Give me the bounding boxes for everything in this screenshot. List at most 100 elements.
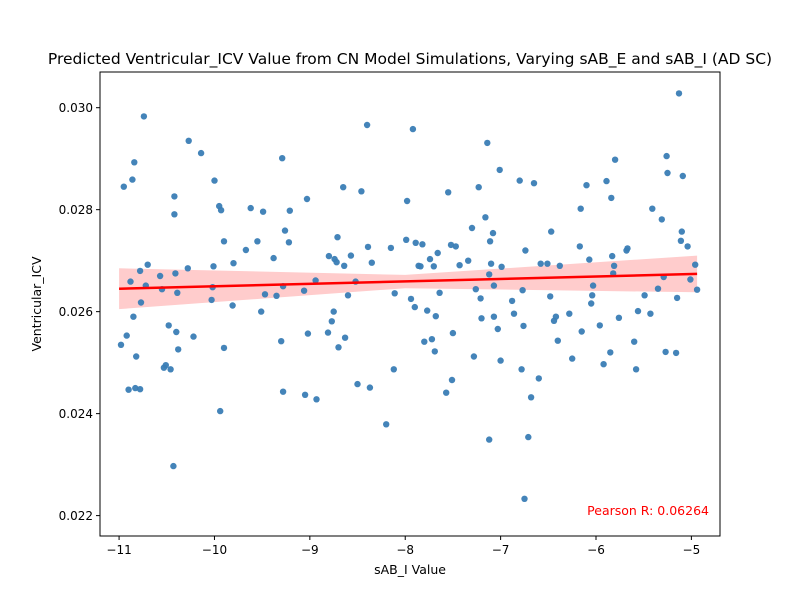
data-point (125, 386, 132, 393)
data-point (552, 313, 560, 320)
data-point (273, 292, 280, 299)
data-point (663, 152, 670, 160)
data-point (578, 328, 585, 335)
data-point (658, 216, 665, 223)
data-point (210, 263, 217, 270)
data-point (387, 244, 395, 252)
data-point (607, 349, 614, 356)
data-point (129, 176, 136, 183)
data-point (521, 495, 528, 502)
y-tick-label: 0.024 (59, 407, 93, 421)
data-point (672, 349, 680, 357)
pearson-r-annotation: Pearson R: 0.06264 (587, 503, 709, 518)
data-point (172, 270, 179, 277)
data-point (123, 332, 130, 339)
plot-area (117, 90, 701, 502)
data-point (340, 184, 347, 191)
data-point (403, 197, 411, 205)
data-point (217, 207, 225, 214)
data-point (230, 260, 237, 267)
data-point (412, 239, 419, 246)
data-point (334, 234, 341, 241)
data-point (421, 338, 428, 345)
data-point (603, 177, 610, 185)
data-point (589, 292, 596, 299)
data-point (675, 90, 683, 97)
data-point (127, 278, 134, 285)
data-point (286, 207, 293, 214)
data-point (424, 307, 431, 314)
data-point (465, 257, 472, 264)
data-point (494, 325, 501, 333)
data-point (486, 436, 493, 443)
data-point (452, 243, 459, 250)
x-axis: −11 −10 −9 −8 −7 −6 −5 (106, 536, 700, 557)
data-point (130, 313, 137, 320)
data-point (577, 205, 584, 212)
data-point (520, 322, 527, 330)
data-point (624, 245, 631, 252)
data-point (600, 361, 607, 368)
data-point (167, 366, 174, 373)
data-point (472, 286, 479, 293)
data-point (487, 260, 495, 267)
y-tick-label: 0.026 (59, 305, 93, 319)
data-point (208, 296, 215, 304)
data-point (583, 182, 590, 189)
x-tick-label: −8 (396, 543, 414, 557)
data-point (544, 260, 551, 267)
data-point (162, 362, 169, 369)
data-point (140, 113, 148, 120)
data-point (447, 241, 455, 249)
data-point (486, 271, 493, 278)
data-point (174, 289, 181, 296)
x-axis-label: sAB_I Value (374, 562, 446, 577)
data-point (407, 295, 415, 303)
data-point (285, 239, 293, 246)
x-tick-label: −6 (587, 543, 605, 557)
data-point (632, 366, 640, 373)
data-point (313, 396, 320, 403)
data-point (278, 338, 285, 345)
data-point (170, 462, 177, 470)
data-point (136, 386, 144, 393)
x-tick-label: −5 (683, 543, 701, 557)
data-point (525, 433, 532, 441)
data-point (631, 338, 638, 345)
data-point (344, 292, 352, 299)
data-point (484, 139, 491, 147)
data-point (537, 260, 544, 267)
data-point (303, 195, 311, 203)
data-point (649, 205, 656, 212)
data-point (508, 297, 516, 305)
data-point (341, 262, 348, 269)
data-point (692, 261, 699, 268)
data-point (498, 263, 505, 270)
data-point (175, 346, 182, 353)
data-point (468, 224, 476, 232)
data-point (687, 276, 694, 283)
data-point (677, 237, 685, 244)
data-point (456, 262, 463, 269)
data-point (556, 262, 563, 269)
data-point (409, 125, 417, 133)
data-point (470, 353, 478, 360)
data-point (417, 263, 424, 270)
data-point (490, 313, 498, 320)
data-point (341, 334, 349, 341)
data-point (445, 189, 452, 196)
data-point (430, 263, 437, 270)
data-point (518, 366, 525, 373)
data-point (654, 285, 662, 292)
data-point (496, 166, 503, 174)
data-point (673, 294, 681, 302)
data-point (312, 277, 319, 284)
data-point (279, 155, 286, 162)
data-point (131, 159, 138, 166)
data-point (596, 322, 603, 329)
data-point (641, 292, 648, 299)
y-tick-label: 0.022 (59, 509, 93, 523)
data-point (679, 172, 686, 180)
x-tick-label: −9 (301, 543, 319, 557)
